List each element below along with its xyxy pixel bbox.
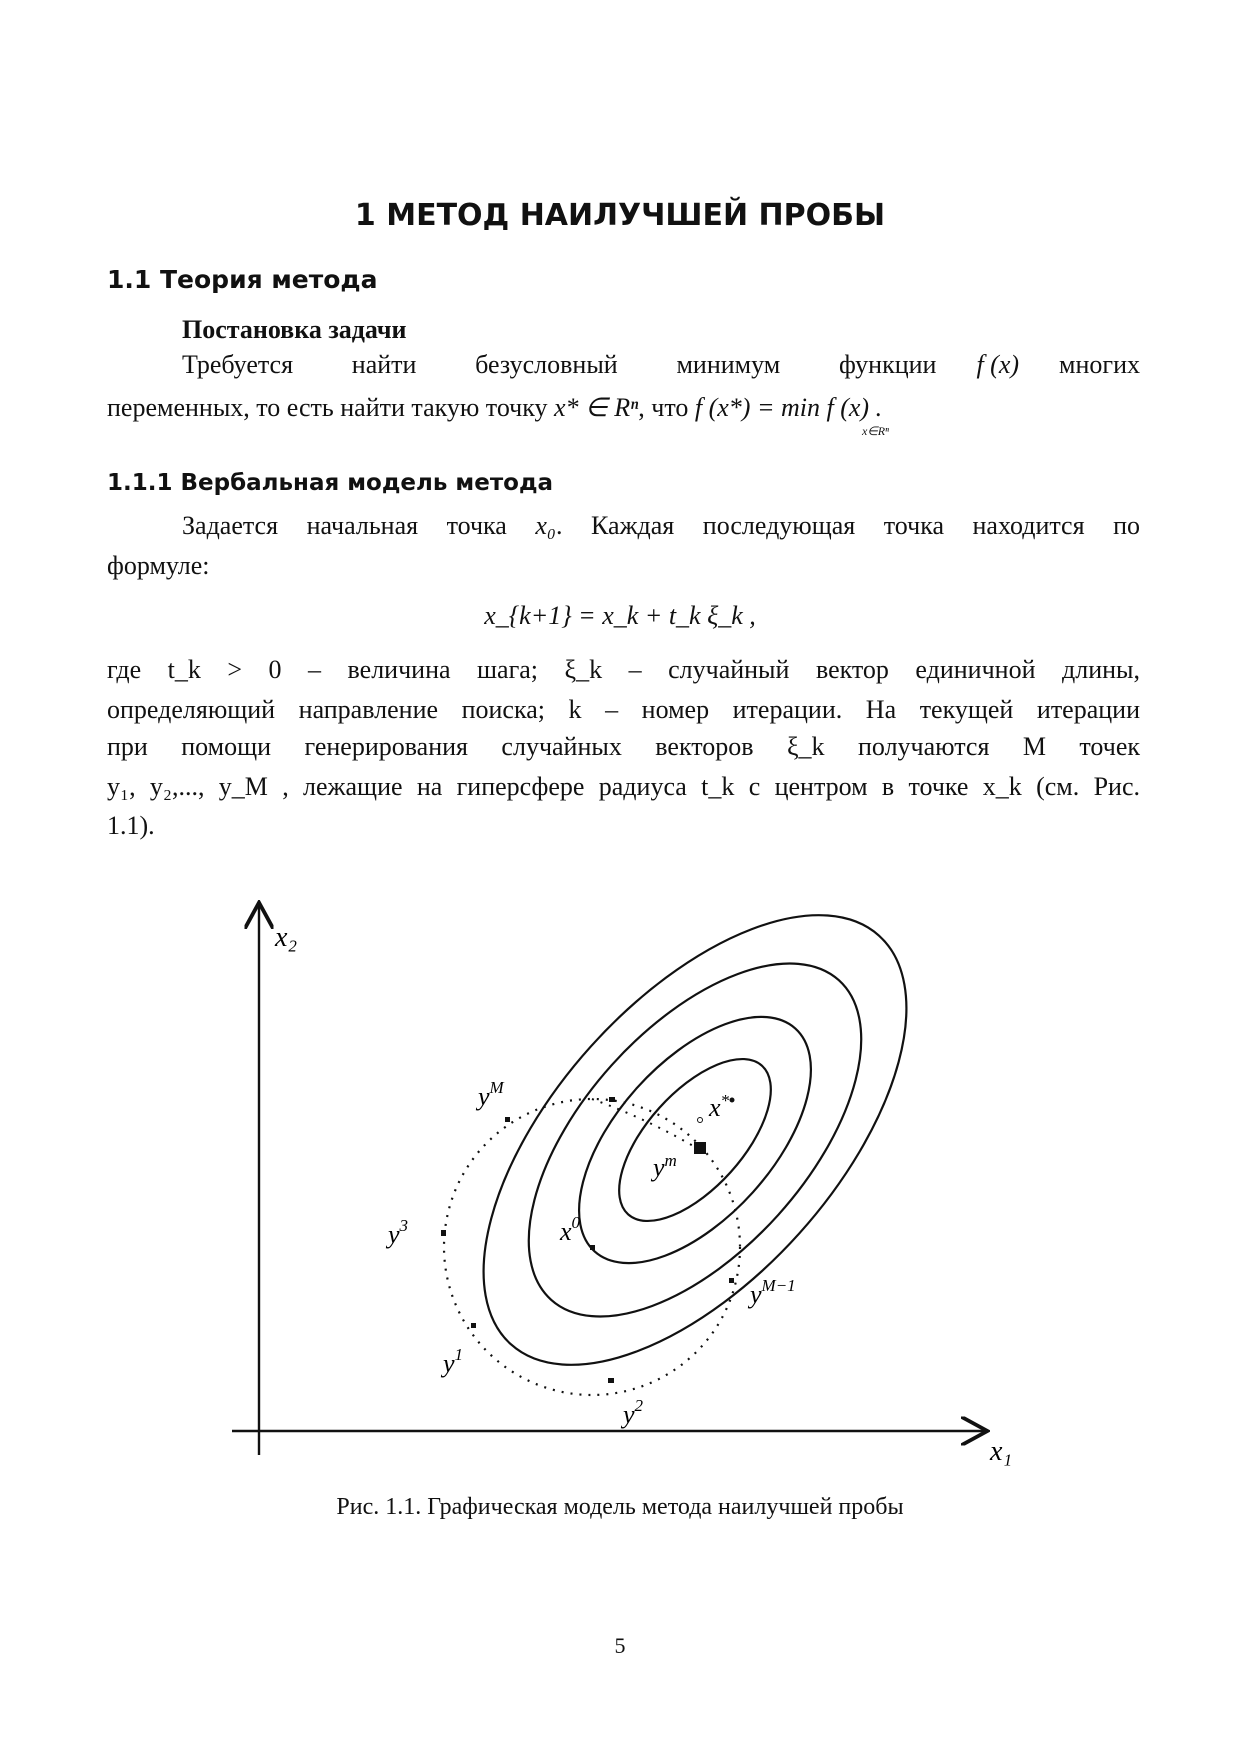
verbal-p2-l1: где t_k > 0 – величина шага; ξ_k – случа… (107, 655, 1140, 684)
label-ym: ym (650, 1151, 677, 1182)
chapter-title: 1 МЕТОД НАИЛУЧШЕЙ ПРОБЫ (354, 198, 886, 233)
point-yM-top (609, 1097, 615, 1102)
contour-2 (577, 1015, 813, 1265)
problem-heading: Постановка задачи (182, 315, 407, 344)
point-x0 (590, 1245, 595, 1250)
problem-line-2: переменных, то есть найти такую точку x*… (107, 388, 1140, 428)
verbal-p1-l1: Задается начальная точка x₀. Каждая посл… (107, 506, 1140, 546)
verbal-p2-l3: при помощи генерирования случайных векто… (107, 732, 1140, 761)
label-x0: x0 (559, 1213, 581, 1246)
min-subscript: x∈Rⁿ (862, 424, 889, 438)
label-xstar: x* (708, 1091, 730, 1122)
label-yM: yM (475, 1078, 505, 1111)
contour-4 (482, 914, 908, 1366)
contour-3 (527, 962, 863, 1318)
search-hypersphere (442, 1097, 742, 1397)
problem-line-1: Требуется найти безусловный минимум функ… (182, 345, 1140, 385)
label-x2: x₂ (274, 922, 297, 953)
verbal-p1-l2: формуле: (107, 551, 210, 580)
contour-1 (618, 1057, 772, 1223)
point-yM (505, 1117, 510, 1122)
label-y1: y1 (440, 1345, 463, 1378)
x0-formula: x₀ (535, 511, 556, 540)
figure-caption: Рис. 1.1. Графическая модель метода наил… (336, 1494, 904, 1520)
iteration-formula: x_{k+1} = x_k + t_k ξ_k , (484, 601, 756, 630)
label-y2: y2 (620, 1396, 644, 1429)
problem-text: переменных, то есть найти такую точку (107, 393, 548, 422)
point-y2 (608, 1378, 614, 1383)
page-number: 5 (614, 1633, 626, 1658)
problem-text: , что (638, 393, 689, 422)
label-y3: y3 (385, 1216, 408, 1249)
verbal-p2-l2: определяющий направление поиска; k – ном… (107, 695, 1140, 724)
point-ym (694, 1142, 706, 1154)
point-center (697, 1117, 703, 1123)
problem-text-end: многих (1059, 350, 1140, 379)
label-x1: x₁ (989, 1436, 1012, 1467)
verbal-p2-l4: y₁, y₂,..., y_M , лежащие на гиперсфере … (107, 772, 1140, 801)
min-formula: f (x*) = min f (x) . (694, 393, 883, 422)
section-title: 1.1 Теория метода (107, 265, 378, 294)
text: . Каждая последующая точка находится по (555, 511, 1141, 540)
point-yM-1 (729, 1278, 734, 1283)
fx: f (x) (976, 350, 1020, 379)
subsection-title: 1.1.1 Вербальная модель метода (107, 470, 554, 496)
problem-text: Требуется найти безусловный минимум функ… (182, 350, 937, 379)
point-y3 (441, 1230, 446, 1236)
point-y1 (471, 1323, 476, 1328)
point-xstar (729, 1097, 735, 1103)
text: Задается начальная точка (182, 511, 507, 540)
xstar-formula: x* ∈ Rⁿ (554, 393, 639, 422)
verbal-p2-l5: 1.1). (107, 811, 155, 840)
label-yM-1: yM−1 (747, 1276, 796, 1309)
